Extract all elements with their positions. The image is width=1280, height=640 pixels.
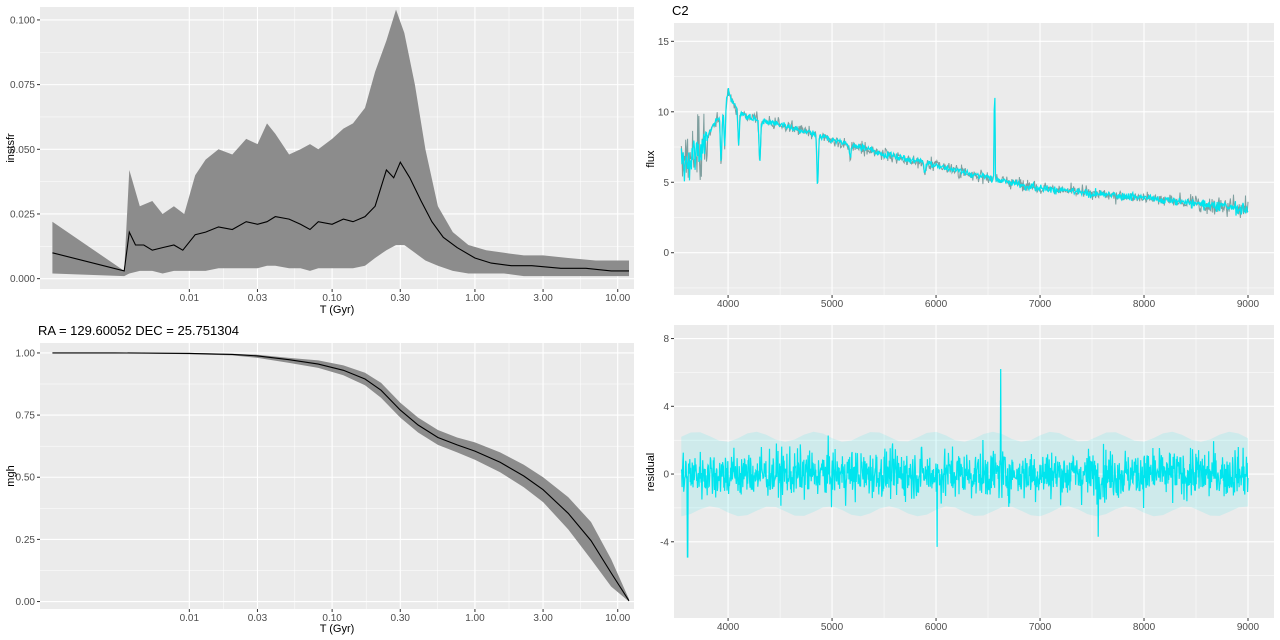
spectrum-y-tick-label: 0: [663, 248, 669, 259]
spectrum-x-ticks: 4000 5000 6000 7000 8000 9000: [717, 295, 1260, 310]
residual-y-tick-label: 8: [663, 334, 669, 345]
sfh-x-ticks: 0.01 0.03 0.10 0.30 1.00 3.00 10.00: [180, 289, 631, 304]
residual-x-ticks: 4000 5000 6000 7000 8000 9000: [717, 618, 1260, 633]
sfh-marks: [52, 9, 629, 277]
spectrum-gridlines: [674, 23, 1274, 295]
mgh-y-tick-label: 1.00: [16, 348, 36, 359]
spectrum-x-tick-label: 8000: [1133, 299, 1156, 310]
mgh-x-axis-title: T (Gyr): [320, 623, 355, 635]
mgh-panel: RA = 129.60052 DEC = 25.751304 0.01 0.03 0…: [5, 323, 634, 635]
spectrum-plot-background: [674, 23, 1274, 295]
mgh-y-tick-label: 0.50: [16, 473, 36, 484]
sfh-y-tick-label: 0.025: [10, 209, 35, 220]
residual-x-tick-label: 6000: [925, 622, 948, 633]
sfh-y-tick-label: 0.050: [10, 145, 35, 156]
spectrum-model-line: [680, 87, 1249, 216]
mgh-plot-background: [40, 343, 634, 609]
sfh-x-tick-label: 1.00: [465, 293, 485, 304]
spectrum-x-tick-label: 5000: [821, 299, 844, 310]
spectrum-panel-title: C2: [672, 3, 689, 18]
mgh-credible-band: [52, 352, 629, 602]
mgh-x-tick-label: 0.30: [391, 613, 411, 624]
residual-x-tick-label: 9000: [1237, 622, 1260, 633]
mgh-x-tick-label: 3.00: [533, 613, 553, 624]
sfh-x-tick-label: 0.03: [248, 293, 268, 304]
sfh-x-axis-title: T (Gyr): [320, 304, 355, 316]
sfh-y-tick-label: 0.000: [10, 274, 35, 285]
mgh-marks: [52, 352, 630, 602]
sfh-x-tick-label: 10.00: [605, 293, 630, 304]
residual-y-tick-label: 4: [663, 402, 669, 413]
mgh-x-ticks: 0.01 0.03 0.10 0.30 1.00 3.00 10.00: [180, 609, 631, 624]
residual-x-tick-label: 8000: [1133, 622, 1156, 633]
sfh-y-axis-title: instsfr: [5, 133, 17, 163]
sfh-panel: 0.01 0.03 0.10 0.30 1.00 3.00 10.00 0.000 0.025…: [5, 7, 634, 316]
spectrum-y-ticks: 0 5 10 15: [658, 37, 674, 259]
residual-marks: [680, 368, 1249, 558]
residual-x-tick-label: 4000: [717, 622, 740, 633]
mgh-x-tick-label: 10.00: [605, 613, 630, 624]
sfh-x-tick-label: 0.10: [322, 293, 342, 304]
residual-y-tick-label: 0: [663, 470, 669, 481]
sfh-y-ticks: 0.000 0.025 0.050 0.075 0.100: [10, 15, 40, 285]
residual-y-axis-title: residual: [645, 453, 657, 492]
sfh-x-tick-label: 0.30: [391, 293, 411, 304]
sfh-median-line: [52, 160, 629, 272]
spectrum-x-tick-label: 6000: [925, 299, 948, 310]
sfh-credible-band: [52, 9, 629, 277]
mgh-median-line: [52, 352, 630, 602]
mgh-y-tick-label: 0.00: [16, 597, 36, 608]
mgh-panel-title: RA = 129.60052 DEC = 25.751304: [38, 323, 239, 338]
mgh-x-tick-label: 1.00: [465, 613, 485, 624]
sfh-x-tick-label: 3.00: [533, 293, 553, 304]
spectrum-y-tick-label: 5: [663, 178, 669, 189]
mgh-y-ticks: 0.00 0.25 0.50 0.75 1.00: [16, 348, 40, 608]
sfh-y-tick-label: 0.100: [10, 15, 35, 26]
spectrum-x-tick-label: 9000: [1237, 299, 1260, 310]
sfh-x-tick-label: 0.01: [180, 293, 200, 304]
spectrum-panel: C2 4000 5000 6000 7000 8000 9000 0 5 10 15 flux: [645, 3, 1274, 310]
sfh-y-tick-label: 0.075: [10, 80, 35, 91]
mgh-y-tick-label: 0.25: [16, 535, 36, 546]
residual-x-tick-label: 5000: [821, 622, 844, 633]
spectrum-y-tick-label: 15: [658, 37, 670, 48]
mgh-x-tick-label: 0.10: [322, 613, 342, 624]
spectrum-y-tick-label: 10: [658, 107, 670, 118]
residual-line: [680, 368, 1249, 558]
mgh-y-tick-label: 0.75: [16, 411, 36, 422]
spectrum-x-tick-label: 7000: [1029, 299, 1052, 310]
mgh-x-tick-label: 0.01: [180, 613, 200, 624]
residual-y-tick-label: -4: [660, 537, 669, 548]
mgh-x-tick-label: 0.03: [248, 613, 268, 624]
spectrum-x-tick-label: 4000: [717, 299, 740, 310]
spectrum-marks: [680, 87, 1249, 218]
residual-panel: 4000 5000 6000 7000 8000 9000 -4 0 4 8 residual: [645, 325, 1274, 633]
residual-x-tick-label: 7000: [1029, 622, 1052, 633]
spectrum-y-axis-title: flux: [645, 150, 657, 168]
residual-y-ticks: -4 0 4 8: [660, 334, 674, 548]
mgh-y-axis-title: mgh: [5, 465, 17, 486]
